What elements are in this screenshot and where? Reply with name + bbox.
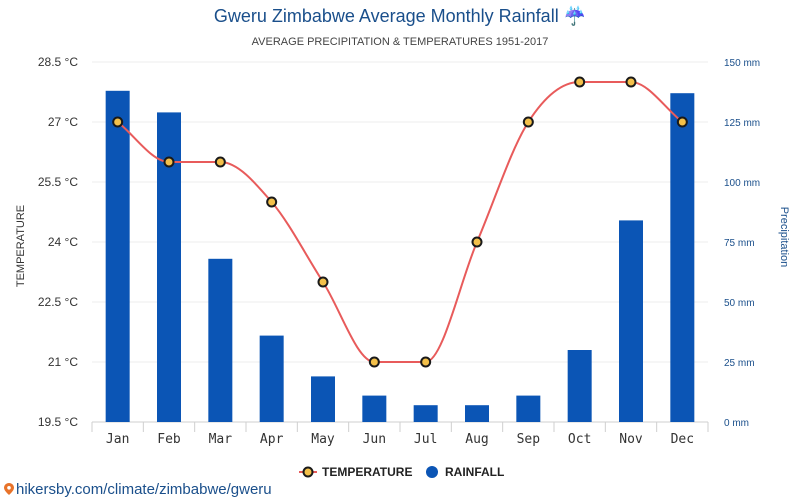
x-tick-label: Nov [619, 432, 643, 447]
y-tick-label: 25.5 °C [38, 175, 78, 189]
temperature-point [471, 236, 483, 248]
y2-tick-label: 150 mm [724, 58, 760, 69]
rainfall-bar [465, 405, 489, 422]
y2-tick-label: 50 mm [724, 298, 755, 309]
y2-tick-label: 0 mm [724, 418, 749, 429]
rainfall-bar [413, 405, 438, 422]
x-tick-label: Oct [568, 432, 591, 447]
x-tick-label: Jun [363, 432, 386, 447]
legend-rainfall-swatch [426, 466, 438, 478]
y2-tick-label: 75 mm [724, 238, 755, 249]
temperature-point [522, 116, 534, 128]
x-tick-label: Jan [106, 432, 129, 447]
x-tick-label: Feb [157, 432, 181, 447]
x-tick-label: Jul [414, 432, 437, 447]
temperature-point [112, 116, 124, 128]
x-tick-label: May [311, 432, 335, 447]
y-tick-label: 22.5 °C [38, 295, 78, 309]
x-tick-label: Aug [465, 432, 488, 447]
y-tick-label: 24 °C [48, 235, 78, 249]
y2-tick-label: 25 mm [724, 358, 755, 369]
temperature-point [266, 196, 278, 208]
y2-tick-label: 125 mm [724, 118, 760, 129]
x-tick-label: Apr [260, 432, 284, 447]
rainfall-bar [311, 376, 335, 422]
y-axis-title: TEMPERATURE [15, 205, 27, 287]
rainfall-bar [362, 395, 387, 422]
source-url: hikersby.com/climate/zimbabwe/gweru [16, 481, 272, 498]
y-tick-label: 27 °C [48, 115, 78, 129]
rainfall-bar [516, 395, 541, 422]
temperature-point [676, 116, 688, 128]
umbrella-icon: ☔ [563, 6, 587, 26]
y-tick-label: 19.5 °C [38, 415, 78, 429]
legend-temperature-label: TEMPERATURE [322, 465, 412, 479]
location-pin-icon [4, 483, 14, 495]
rainfall-bar [208, 258, 233, 422]
y-tick-label: 28.5 °C [38, 55, 78, 69]
x-tick-label: Mar [209, 432, 233, 447]
y2-tick-label: 100 mm [724, 178, 760, 189]
y-tick-label: 21 °C [48, 355, 78, 369]
rainfall-bar [670, 93, 695, 422]
temperature-point [368, 356, 380, 368]
temperature-point [574, 76, 586, 88]
chart-title-text: Gweru Zimbabwe Average Monthly Rainfall [213, 6, 559, 26]
rainfall-bar [619, 220, 643, 422]
temperature-line [117, 81, 683, 363]
chart-subtitle: AVERAGE PRECIPITATION & TEMPERATURES 195… [251, 36, 549, 48]
rainfall-bar [567, 350, 592, 422]
legend-temperature-swatch [302, 466, 314, 478]
temperature-point [163, 156, 175, 168]
source-link[interactable]: hikersby.com/climate/zimbabwe/gweru [4, 481, 272, 498]
chart-title: Gweru Zimbabwe Average Monthly Rainfall … [0, 6, 800, 27]
x-tick-label: Sep [517, 432, 541, 447]
temperature-point [214, 156, 226, 168]
rainfall-bar [105, 90, 130, 423]
temperature-point [317, 276, 329, 288]
y2-axis-title: Precipitation [778, 207, 790, 268]
rainfall-bar [259, 335, 284, 422]
temperature-point [625, 76, 637, 88]
temperature-point [420, 356, 432, 368]
x-tick-label: Dec [671, 432, 694, 447]
legend-rainfall-label: RAINFALL [445, 465, 504, 479]
